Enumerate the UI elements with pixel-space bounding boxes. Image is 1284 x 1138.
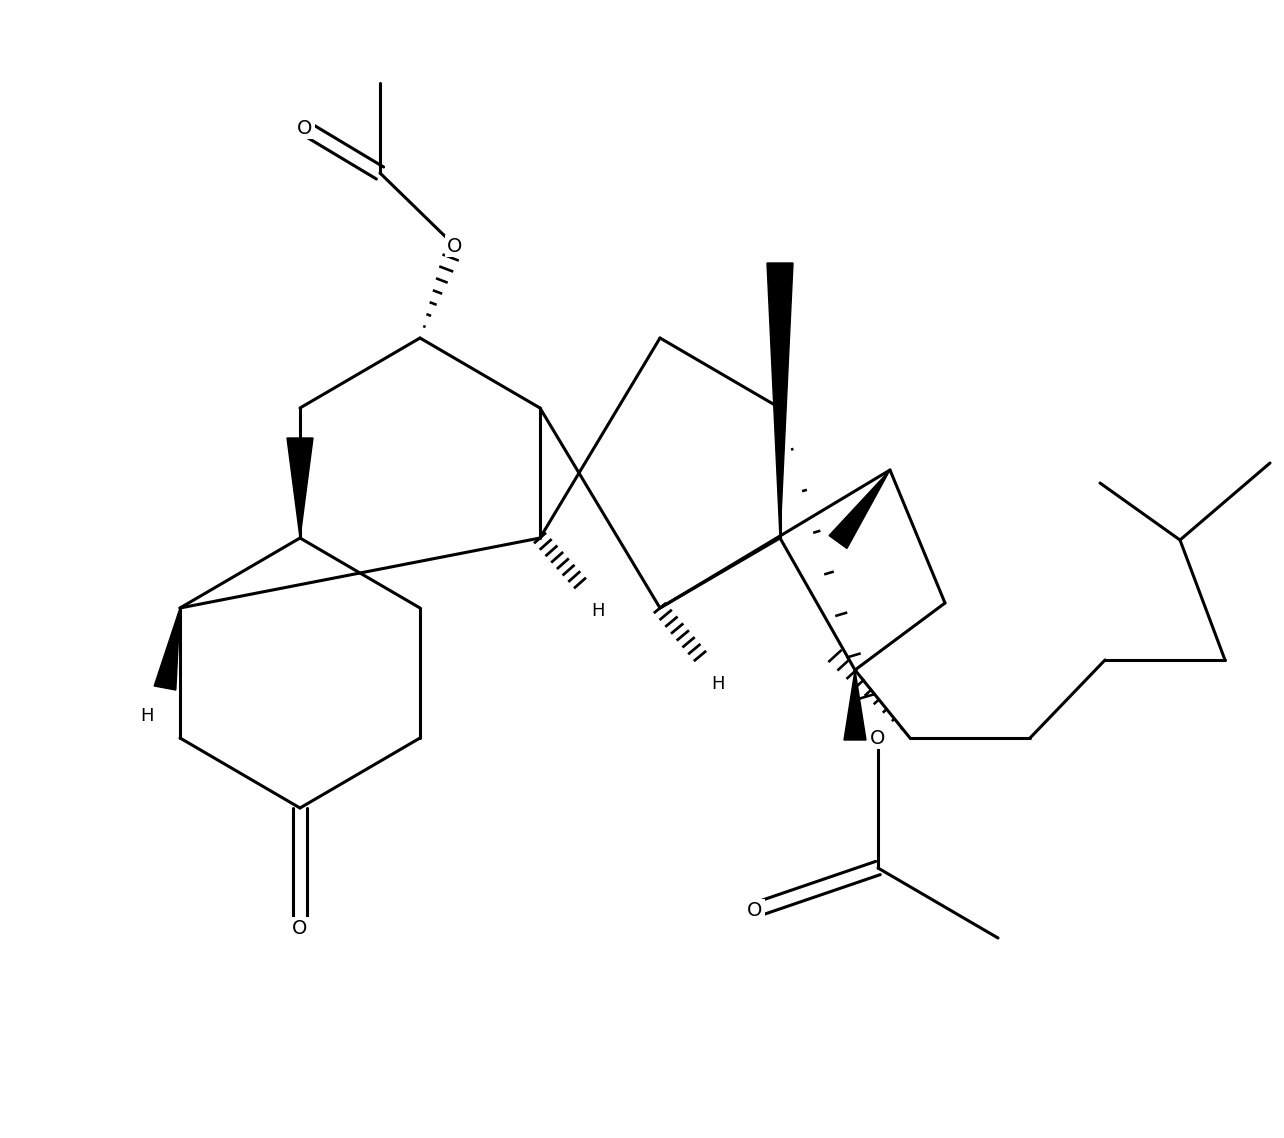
Text: O: O	[298, 118, 313, 138]
Polygon shape	[829, 470, 890, 549]
Polygon shape	[288, 438, 313, 538]
Text: O: O	[871, 728, 886, 748]
Polygon shape	[767, 263, 794, 538]
Polygon shape	[844, 670, 865, 740]
Text: O: O	[447, 237, 462, 256]
Text: O: O	[747, 900, 763, 920]
Text: O: O	[293, 918, 308, 938]
Text: H: H	[711, 675, 724, 693]
Text: H: H	[591, 602, 605, 620]
Text: H: H	[140, 707, 154, 725]
Polygon shape	[154, 608, 180, 690]
